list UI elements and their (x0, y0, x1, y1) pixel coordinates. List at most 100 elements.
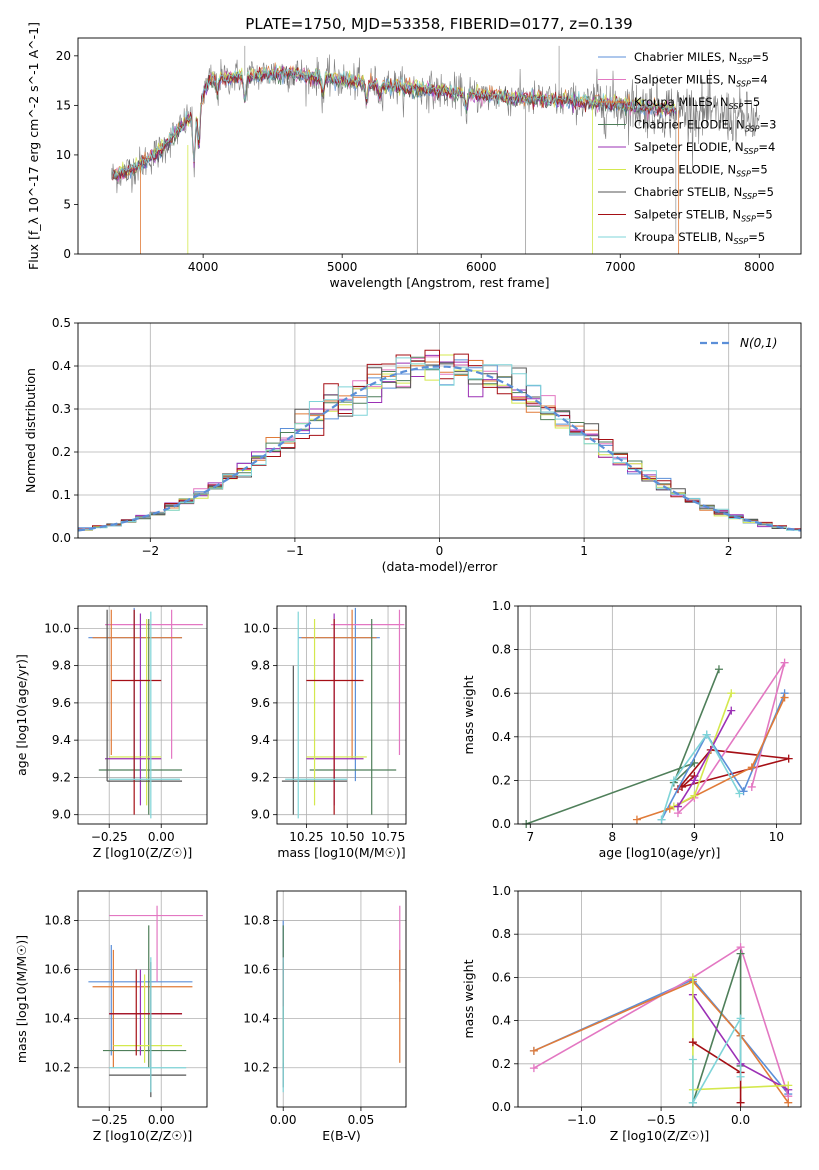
spectrum-ytick-label: 20 (56, 49, 71, 63)
age_vs_z-ytick-label: 10.0 (44, 621, 71, 635)
residuals-ylabel: Normed distribution (23, 368, 38, 493)
mass_weight_vs_z-marker-kroupa_stelib (688, 1055, 697, 1064)
mass_weight_vs_z-marker-kroupa_elodie (784, 1081, 793, 1090)
residuals-xtick-label: 2 (725, 544, 733, 558)
mass_vs_z-ylabel: mass [log10(M/M☉)] (14, 935, 29, 1063)
mass_vs_z-axes: −0.25 0.00 10.2 10.4 10.6 10.8 (44, 891, 207, 1127)
mass_weight_vs_z-ytick-label: 0.8 (492, 927, 511, 941)
mass_weight_vs_age-marker-salpeter_elodie (673, 802, 682, 811)
residuals-xtick-label: −2 (141, 544, 159, 558)
mass_weight_vs_z-marker-kroupa_miles (784, 1098, 793, 1107)
mass_weight_vs_z-ytick-label: 0.4 (492, 1014, 511, 1028)
mass_vs_z-xtick-label: 0.00 (148, 1113, 175, 1127)
mass_vs_ebv-xtick-label: 0.00 (270, 1113, 297, 1127)
mass_weight_vs_z-marker-kroupa_miles (529, 1046, 538, 1055)
mass_weight_vs_age-marker-salpeter_miles (747, 782, 756, 791)
residuals-ytick-label: 0.3 (52, 402, 71, 416)
mass_weight_vs_age-ytick-label: 0.2 (492, 773, 511, 787)
mass_weight_vs_z-marker-kroupa_stelib (736, 1072, 745, 1081)
mass_vs_ebv-frame (276, 890, 407, 1108)
spectrum-ytick-label: 15 (56, 98, 71, 112)
age_vs_z-ytick-label: 9.4 (52, 733, 71, 747)
mass_weight_vs_age-ytick-label: 1.0 (492, 599, 511, 613)
mass_vs_z-ytick-label: 10.2 (44, 1061, 71, 1075)
mass_weight_vs_age-marker-chabrier_elodie (714, 665, 723, 674)
mass_weight_vs_age-ytick-label: 0.8 (492, 643, 511, 657)
spectrum-xtick-label: 4000 (188, 260, 219, 274)
mass_weight_vs_age-xtick-label: 8 (609, 830, 617, 844)
mass_vs_z-ytick-label: 10.8 (44, 913, 71, 927)
age_vs_z-ytick-label: 9.0 (52, 808, 71, 822)
age_vs_mass-ytick-label: 9.6 (251, 696, 270, 710)
spectrum-xtick-label: 5000 (327, 260, 358, 274)
age_vs_z-xtick-label: −0.25 (91, 830, 128, 844)
residuals-ytick-label: 0.2 (52, 445, 71, 459)
residuals-xtick-label: −1 (286, 544, 304, 558)
age_vs_z-ytick-label: 9.8 (52, 659, 71, 673)
mass_weight_vs_z-ylabel: mass weight (461, 959, 476, 1038)
legend-label: Chabrier ELODIE, NSSP=3 (634, 118, 776, 134)
mass_vs_ebv-ytick-label: 10.2 (243, 1061, 270, 1075)
residuals-xtick-label: 0 (436, 544, 444, 558)
mass_weight_vs_age-marker-chabrier_miles (739, 787, 748, 796)
mass_weight_vs_age-marker-kroupa_stelib (702, 730, 711, 739)
mass_weight_vs_z-marker-kroupa_elodie (688, 973, 697, 982)
mass_vs_z-xlabel: Z [log10(Z/Z☉)] (93, 1128, 193, 1143)
age_vs_mass-ytick-label: 9.0 (251, 808, 270, 822)
residuals-ytick-label: 0.1 (52, 488, 71, 502)
age_vs_z-xtick-label: 0.00 (148, 830, 175, 844)
mass_weight_vs_age-marker-salpeter_stelib (784, 754, 793, 763)
mass_weight_vs_z-marker-salpeter_stelib (688, 1038, 697, 1047)
age_vs_z-ytick-label: 9.6 (52, 696, 71, 710)
mass_weight_vs_age-marker-kroupa_stelib (669, 776, 678, 785)
age_vs_z-ytick-label: 9.2 (52, 770, 71, 784)
mass_vs_z-ytick-label: 10.4 (44, 1012, 71, 1026)
age_vs_z-xlabel: Z [log10(Z/Z☉)] (93, 845, 193, 860)
age_vs_z-axes: −0.25 0.00 9.0 9.2 9.4 9.6 9.8 10.0 (44, 606, 207, 844)
mass_weight_vs_age-frame (517, 605, 802, 825)
age_vs_z-frame (77, 605, 208, 825)
mass_weight_vs_z-marker-chabrier_elodie (736, 949, 745, 958)
mass_weight_vs_age-line-salpeter_miles (677, 662, 786, 814)
figure-title: PLATE=1750, MJD=53358, FIBERID=0177, z=0… (245, 15, 632, 33)
mass_weight_vs_age-marker-salpeter_elodie (690, 776, 699, 785)
mass_weight_vs_age-line-chabrier_elodie (525, 668, 720, 824)
age_vs_mass-xtick-label: 10.50 (330, 830, 364, 844)
mass_weight_vs_z-ytick-label: 1.0 (492, 884, 511, 898)
mass_weight_vs_age-line-kroupa_stelib (660, 733, 741, 820)
mass_weight_vs_z-xtick-label: 0.0 (731, 1113, 750, 1127)
mass_vs_ebv-ytick-label: 10.6 (243, 963, 270, 977)
mass_weight_vs_age-xtick-label: 7 (526, 830, 534, 844)
mass_weight_vs_age-marker-kroupa_miles (747, 763, 756, 772)
mass_weight_vs_age-xlabel: age [log10(age/yr)] (599, 845, 721, 860)
residuals-ytick-label: 0.5 (52, 316, 71, 330)
residuals-xlabel: (data-model)/error (382, 559, 499, 574)
mass_weight_vs_z-ytick-label: 0.0 (492, 1100, 511, 1114)
mass_weight_vs_z-line-kroupa_elodie (692, 977, 789, 1091)
age_vs_mass-frame (276, 605, 407, 825)
mass_weight_vs_z-marker-salpeter_stelib (736, 1098, 745, 1107)
legend-label: Kroupa MILES, NSSP=5 (634, 95, 760, 111)
mass_vs_ebv-xlabel: E(B-V) (322, 1128, 361, 1143)
mass_weight_vs_age-marker-kroupa_stelib (735, 789, 744, 798)
mass_weight_vs_z-line-kroupa_miles (533, 980, 789, 1104)
residuals-ytick-label: 0.0 (52, 531, 71, 545)
mass_weight_vs_age-ylabel: mass weight (461, 675, 476, 754)
residuals-frame (77, 322, 802, 539)
age_vs_mass-xlabel: mass [log10(M/M☉)] (277, 845, 405, 860)
mass_weight_vs_z-marker-kroupa_stelib (736, 1014, 745, 1023)
mass_weight_vs_age-marker-kroupa_miles (780, 693, 789, 702)
mass_weight_vs_age-ytick-label: 0.4 (492, 730, 511, 744)
age_vs_mass-ytick-label: 9.8 (251, 659, 270, 673)
age_vs_mass-xtick-label: 10.75 (371, 830, 405, 844)
mass_weight_vs_age-xtick-label: 9 (691, 830, 699, 844)
mass_weight_vs_z-ytick-label: 0.2 (492, 1057, 511, 1071)
legend-label: Kroupa ELODIE, NSSP=5 (634, 163, 768, 179)
mass_weight_vs_age-marker-kroupa_miles (632, 815, 641, 824)
spectrum-xtick-label: 6000 (466, 260, 497, 274)
mass_vs_ebv-ytick-label: 10.8 (243, 913, 270, 927)
mass_vs_z-xtick-label: −0.25 (91, 1113, 128, 1127)
spectrum-ytick-label: 0 (63, 247, 71, 261)
